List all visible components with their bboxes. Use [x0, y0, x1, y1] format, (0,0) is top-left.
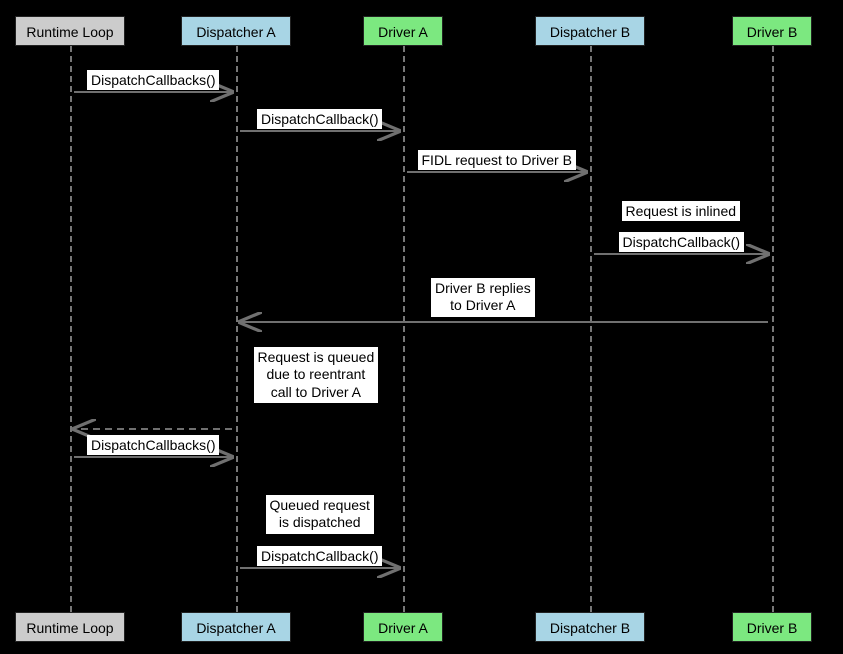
participant-dispA-top: Dispatcher A: [181, 16, 291, 46]
message-label-0: DispatchCallbacks(): [87, 70, 219, 90]
participant-driverB-bottom: Driver B: [732, 612, 812, 642]
message-label-7: Queued requestis dispatched: [266, 495, 374, 534]
participant-runtime-top: Runtime Loop: [15, 16, 125, 46]
message-label-1: DispatchCallback(): [257, 109, 382, 129]
participant-driverA-bottom: Driver A: [363, 612, 443, 642]
message-label-3: DispatchCallback(): [619, 232, 744, 252]
arrows-layer: [0, 0, 843, 654]
participant-dispB-top: Dispatcher B: [535, 16, 645, 46]
participant-runtime-bottom: Runtime Loop: [15, 612, 125, 642]
lifeline-driverB: [772, 46, 774, 612]
message-label-2: FIDL request to Driver B: [418, 150, 576, 170]
sequence-diagram: Runtime Loop Runtime Loop Dispatcher A Disp…: [0, 0, 843, 654]
message-label-7: DispatchCallback(): [257, 546, 382, 566]
message-label-4: Driver B repliesto Driver A: [431, 278, 535, 317]
lifeline-dispA: [236, 46, 238, 612]
lifeline-runtime: [70, 46, 72, 612]
lifeline-dispB: [590, 46, 592, 612]
lifeline-driverA: [403, 46, 405, 612]
participant-driverB-top: Driver B: [732, 16, 812, 46]
message-label-5: Request is queueddue to reentrantcall to…: [254, 347, 379, 404]
message-label-6: DispatchCallbacks(): [87, 435, 219, 455]
participant-driverA-top: Driver A: [363, 16, 443, 46]
participant-dispB-bottom: Dispatcher B: [535, 612, 645, 642]
participant-dispA-bottom: Dispatcher A: [181, 612, 291, 642]
message-label-3: Request is inlined: [622, 201, 741, 221]
